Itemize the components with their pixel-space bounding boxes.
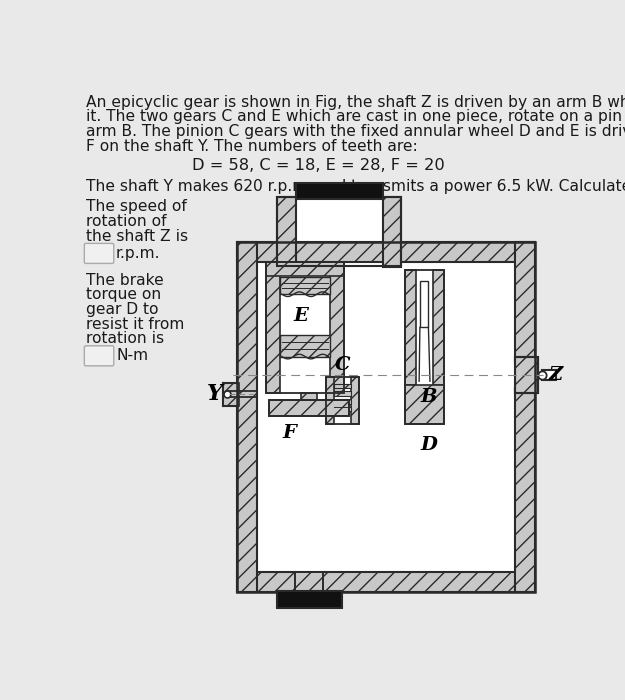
Text: The speed of: The speed of bbox=[86, 199, 187, 214]
FancyBboxPatch shape bbox=[84, 346, 114, 366]
Bar bbox=[351, 377, 359, 424]
Bar bbox=[237, 242, 536, 592]
Text: Z: Z bbox=[549, 366, 562, 384]
Text: the shaft Z is: the shaft Z is bbox=[86, 229, 188, 244]
Bar bbox=[515, 357, 539, 393]
Bar bbox=[420, 281, 428, 328]
Bar bbox=[266, 262, 281, 393]
Bar bbox=[416, 270, 433, 385]
Bar bbox=[278, 197, 296, 267]
Text: The brake: The brake bbox=[86, 272, 164, 288]
Bar bbox=[269, 400, 349, 416]
Bar bbox=[266, 262, 344, 276]
Bar bbox=[405, 270, 416, 385]
Text: Y: Y bbox=[207, 384, 223, 405]
Bar bbox=[266, 262, 344, 393]
Bar bbox=[326, 377, 359, 424]
Text: F: F bbox=[282, 424, 297, 442]
Text: torque on: torque on bbox=[86, 287, 161, 302]
Bar bbox=[334, 384, 351, 388]
Bar bbox=[334, 377, 351, 424]
Bar bbox=[281, 335, 330, 356]
Bar bbox=[542, 370, 556, 379]
Text: it. The two gears C and E which are cast in one piece, rotate on a pin carried o: it. The two gears C and E which are cast… bbox=[86, 109, 625, 125]
Text: F on the shaft Y. The numbers of teeth are:: F on the shaft Y. The numbers of teeth a… bbox=[86, 139, 418, 154]
Text: An epicyclic gear is shown in Fig, the shaft Z is driven by an arm B which is ke: An epicyclic gear is shown in Fig, the s… bbox=[86, 94, 625, 110]
Bar bbox=[237, 242, 536, 262]
Bar bbox=[295, 572, 323, 594]
Bar bbox=[511, 363, 515, 386]
Bar bbox=[334, 391, 351, 396]
Bar bbox=[269, 400, 349, 416]
Bar bbox=[281, 277, 330, 294]
Text: rotation is: rotation is bbox=[86, 331, 164, 346]
Bar bbox=[281, 276, 330, 393]
Bar bbox=[278, 197, 401, 266]
Text: C: C bbox=[334, 356, 350, 374]
Bar bbox=[295, 572, 323, 594]
Text: rotation of: rotation of bbox=[86, 214, 166, 229]
Bar bbox=[382, 197, 401, 267]
Text: B: B bbox=[420, 388, 437, 405]
Bar bbox=[405, 385, 444, 424]
Bar bbox=[296, 183, 382, 199]
Bar bbox=[326, 377, 334, 424]
Bar bbox=[257, 262, 515, 572]
Bar bbox=[237, 242, 257, 592]
Text: D = 58, C = 18, E = 28, F = 20: D = 58, C = 18, E = 28, F = 20 bbox=[192, 158, 445, 173]
Bar bbox=[301, 393, 317, 407]
Bar bbox=[276, 591, 342, 608]
Bar bbox=[237, 572, 536, 592]
Text: arm B. The pinion C gears with the fixed annular wheel D and E is driven by the : arm B. The pinion C gears with the fixed… bbox=[86, 124, 625, 139]
FancyBboxPatch shape bbox=[84, 244, 114, 263]
Bar bbox=[296, 197, 382, 267]
Text: The shaft Y makes 620 r.p.m. and transmits a power 6.5 kW. Calculate: The shaft Y makes 620 r.p.m. and transmi… bbox=[86, 178, 625, 194]
Text: r.p.m.: r.p.m. bbox=[116, 246, 161, 261]
Bar bbox=[515, 357, 539, 393]
Bar bbox=[405, 270, 444, 424]
Bar bbox=[334, 399, 351, 403]
Bar bbox=[515, 242, 536, 592]
Text: gear D to: gear D to bbox=[86, 302, 158, 317]
Text: resist it from: resist it from bbox=[86, 316, 184, 332]
Bar bbox=[334, 407, 351, 412]
Text: D: D bbox=[420, 436, 437, 454]
Bar bbox=[330, 262, 344, 393]
Bar bbox=[223, 383, 239, 406]
Text: E: E bbox=[294, 307, 309, 325]
Bar bbox=[433, 270, 444, 385]
Text: N-m: N-m bbox=[116, 349, 148, 363]
